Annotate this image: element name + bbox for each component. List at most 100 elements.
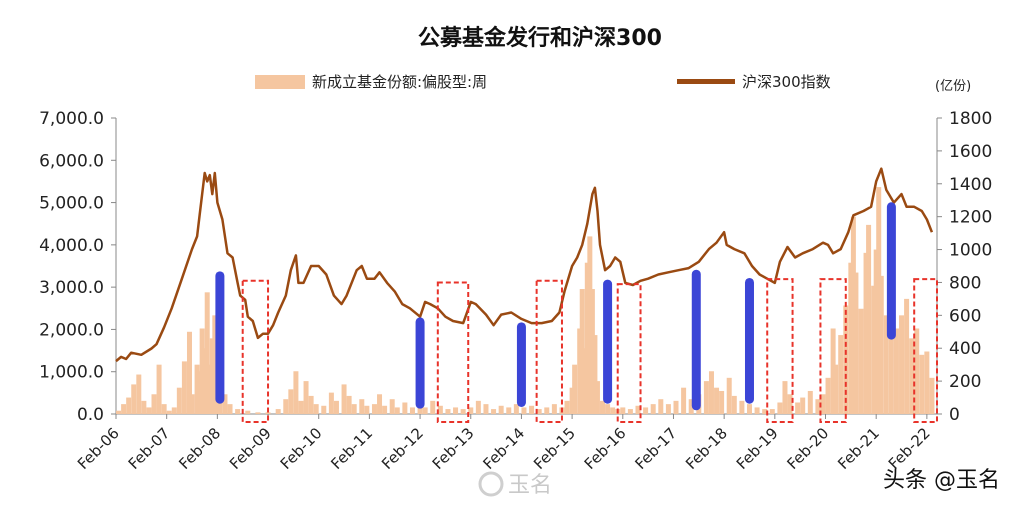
issuance-bar (688, 399, 694, 414)
issuance-bar (483, 404, 489, 414)
issuance-bar (402, 402, 408, 414)
issuance-bar (848, 262, 854, 414)
issuance-bar (222, 394, 228, 414)
issuance-bar (166, 410, 172, 414)
issuance-bar (769, 409, 775, 414)
issuance-bar (627, 409, 633, 414)
issuance-bar (888, 289, 894, 414)
issuance-bar (866, 224, 872, 414)
issuance-bar (377, 394, 383, 414)
issuance-bar (491, 409, 497, 414)
issuance-bar (739, 400, 745, 414)
x-tick-label: Feb-21 (834, 424, 883, 473)
issuance-bar (564, 400, 570, 414)
x-tick-label: Feb-07 (125, 424, 174, 473)
highlight-box (766, 278, 794, 423)
x-tick-label: Feb-14 (479, 424, 528, 473)
issuance-bar (212, 315, 218, 414)
highlight-box (616, 283, 642, 424)
issuance-bar (313, 404, 319, 414)
issuance-bar (878, 275, 884, 414)
issuance-bar (189, 394, 195, 414)
x-tick-label: Feb-13 (429, 424, 478, 473)
chart-title: 公募基金发行和沪深300 (418, 25, 662, 51)
x-tick-label: Feb-17 (631, 424, 680, 473)
left-tick-label: 2,000.0 (39, 320, 104, 340)
plot-area: 0.0 1,000.0 2,000.0 3,000.0 4,000.0 5,000.0 6,… (39, 109, 992, 473)
legend-line-label: 沪深300指数 (742, 73, 831, 91)
issuance-bar (468, 407, 474, 414)
issuance-bar (754, 407, 760, 414)
issuance-bar (929, 377, 935, 414)
issuance-bar (904, 298, 910, 414)
watermark: 玉名 (478, 471, 552, 498)
right-tick-label: 1400 (949, 175, 992, 195)
highlight-box (436, 281, 470, 424)
issuance-bar (871, 285, 877, 414)
issuance-bar (265, 412, 271, 414)
issuance-bar (364, 405, 370, 414)
issuance-bar (863, 252, 869, 414)
issuance-bar (394, 407, 400, 414)
issuance-bar (161, 404, 167, 414)
issuance-bar (382, 405, 388, 414)
right-tick-label: 200 (949, 372, 981, 392)
issuance-bar (893, 328, 899, 414)
issuance-bar (136, 374, 142, 414)
issuance-bar (293, 371, 299, 414)
x-tick-label: Feb-22 (885, 424, 934, 473)
right-axis-unit: (亿份) (935, 79, 971, 94)
issuance-bar (171, 407, 177, 414)
issuance-bar (506, 407, 512, 414)
issuance-bar (197, 371, 203, 414)
issuance-bar (876, 187, 882, 414)
x-tick-label: Feb-08 (175, 424, 224, 473)
credit-text: 头条 @玉名 (883, 468, 1000, 493)
x-tick-label: Feb-15 (530, 424, 579, 473)
issuance-bar (245, 410, 251, 414)
issuance-bar (181, 361, 187, 414)
left-tick-label: 6,000.0 (39, 151, 104, 171)
x-tick-label: Feb-16 (581, 424, 630, 473)
issuance-bar (650, 404, 656, 414)
issuance-bar (909, 338, 915, 414)
weibo-icon (478, 471, 504, 497)
left-tick-label: 4,000.0 (39, 236, 104, 256)
issuance-bar (594, 381, 600, 414)
issuance-bar (584, 262, 590, 414)
right-tick-label: 600 (949, 306, 981, 326)
issuance-bar (351, 404, 357, 414)
right-tick-label: 1000 (949, 241, 992, 261)
issuance-bar (592, 335, 598, 414)
issuance-bar (620, 407, 626, 414)
highlight-box (535, 279, 563, 423)
issuance-bar (914, 328, 920, 414)
left-tick-label: 1,000.0 (39, 363, 104, 383)
issuance-bar (703, 381, 709, 414)
issuance-bar (569, 387, 575, 414)
issuance-bar (544, 407, 550, 414)
issuance-bar (577, 328, 583, 414)
highlight-box (913, 278, 939, 423)
issuance-bar (587, 236, 593, 414)
x-tick-label: Feb-09 (226, 424, 275, 473)
right-tick-label: 1600 (949, 142, 992, 162)
issuance-bar (858, 308, 864, 414)
issuance-bar (194, 364, 200, 414)
issuance-bar (873, 249, 879, 414)
highlight-box (241, 279, 270, 423)
issuance-bar (610, 407, 616, 414)
issuance-bar (762, 409, 768, 414)
issuance-bar (141, 400, 147, 414)
legend: 新成立基金份额:偏股型:周 沪深300指数 (亿份) (255, 73, 971, 94)
issuance-bar (409, 407, 415, 414)
issuance-bar (719, 390, 725, 414)
left-tick-label: 7,000.0 (39, 109, 104, 129)
issuance-bar (665, 404, 671, 414)
issuance-bar (681, 387, 687, 414)
issuance-bar (235, 409, 241, 414)
csi300-line (115, 167, 934, 363)
issuance-bar (131, 384, 137, 414)
legend-bar-swatch (255, 75, 305, 89)
